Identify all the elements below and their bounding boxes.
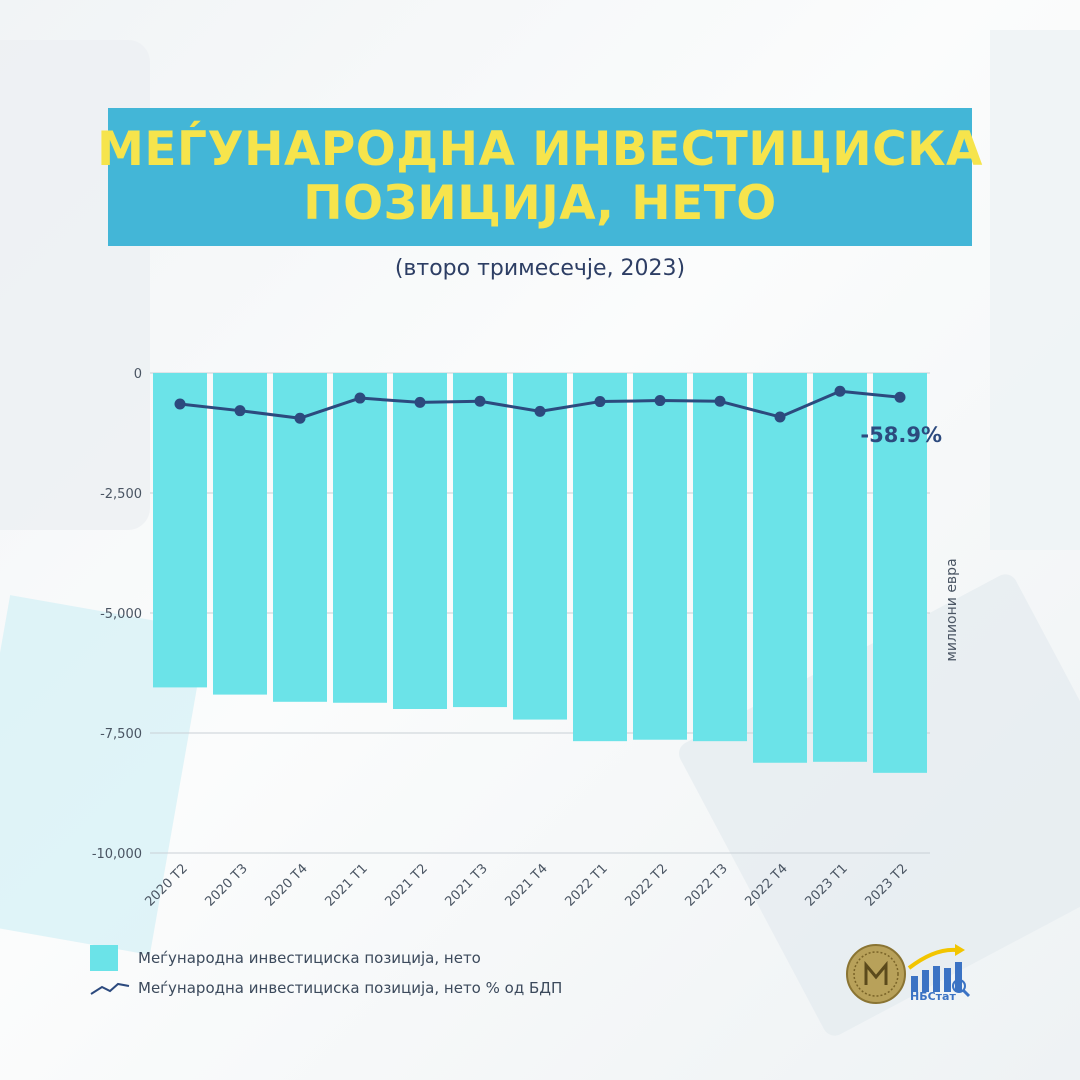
y-tick-label: -5,000	[100, 607, 142, 622]
line-point	[534, 405, 546, 417]
background-card-shape	[990, 30, 1080, 550]
x-tick-label: 2020 T2	[142, 861, 190, 909]
x-tick-label: 2021 T1	[322, 861, 370, 909]
x-tick-label: 2022 T2	[622, 861, 670, 909]
legend-line-label: Меѓународна инвестициска позиција, нето …	[138, 979, 563, 997]
bar	[693, 373, 747, 742]
legend-bars-label: Меѓународна инвестициска позиција, нето	[138, 949, 481, 967]
legend-item-line: Меѓународна инвестициска позиција, нето …	[90, 978, 562, 998]
line-annotation: -58.9%	[860, 423, 942, 447]
bar	[453, 373, 507, 708]
bar	[273, 373, 327, 702]
line-point	[774, 411, 786, 423]
bar	[153, 373, 207, 688]
title-line-1: МЕЃУНАРОДНА ИНВЕСТИЦИСКА	[97, 122, 983, 177]
line-point	[474, 395, 486, 407]
line-point	[654, 395, 666, 407]
x-tick-label: 2022 T1	[562, 861, 610, 909]
bar	[753, 373, 807, 763]
y-tick-label: 0	[134, 367, 142, 382]
bar	[213, 373, 267, 695]
line-point	[594, 396, 606, 408]
line-point	[354, 392, 366, 404]
x-tick-label: 2022 T3	[682, 861, 730, 909]
x-tick-label: 2020 T4	[262, 861, 310, 909]
line-point	[294, 412, 306, 424]
y-tick-label: -10,000	[92, 847, 142, 862]
line-point	[234, 405, 246, 417]
y-axis-title: милиони евра	[944, 558, 960, 661]
bar	[393, 373, 447, 709]
title-banner: МЕЃУНАРОДНА ИНВЕСТИЦИСКА ПОЗИЦИЈА, НЕТО	[97, 108, 982, 246]
x-tick-label: 2023 T2	[862, 861, 910, 909]
line-point	[834, 385, 846, 397]
x-tick-label: 2021 T4	[502, 861, 550, 909]
line-point	[894, 391, 906, 403]
x-tick-label: 2020 T3	[202, 861, 250, 909]
line-point	[414, 396, 426, 408]
line-point	[714, 395, 726, 407]
bar	[813, 373, 867, 762]
x-tick-label: 2021 T3	[442, 861, 490, 909]
legend-item-bars: Меѓународна инвестициска позиција, нето	[90, 945, 481, 971]
subtitle: (второ тримесечје, 2023)	[394, 256, 686, 281]
coin-seal-icon	[846, 944, 906, 1004]
nbstat-logo-text: НБСтат	[910, 990, 956, 1003]
x-tick-label: 2022 T4	[742, 861, 790, 909]
legend-bar-swatch	[90, 945, 118, 971]
bar	[513, 373, 567, 720]
title-line-2: ПОЗИЦИЈА, НЕТО	[303, 176, 777, 231]
bar	[333, 373, 387, 703]
x-tick-label: 2021 T2	[382, 861, 430, 909]
nbstat-logo-icon	[907, 944, 971, 998]
bar	[873, 373, 927, 773]
bar	[633, 373, 687, 740]
x-tick-label: 2023 T1	[802, 861, 850, 909]
y-tick-label: -2,500	[100, 487, 142, 502]
line-point	[174, 398, 186, 410]
bar	[573, 373, 627, 742]
y-tick-label: -7,500	[100, 727, 142, 742]
legend-line-icon	[90, 982, 130, 995]
